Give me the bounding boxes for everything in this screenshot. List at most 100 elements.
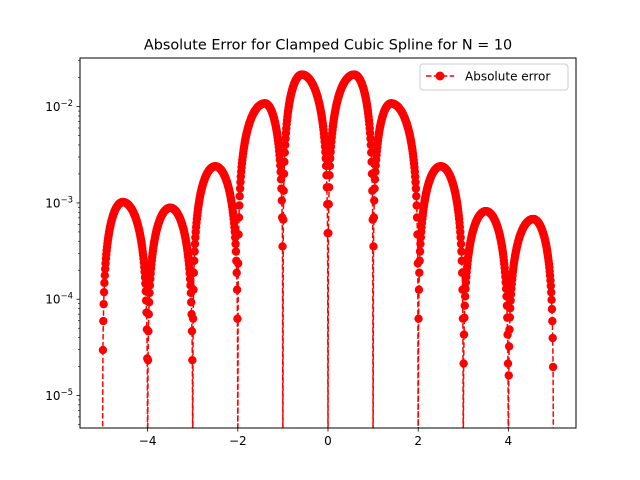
data-point [99, 287, 109, 297]
data-point [414, 314, 423, 323]
y-tick-label: 10−3 [45, 195, 73, 210]
data-point [459, 330, 469, 339]
data-point [505, 313, 515, 322]
data-point [280, 140, 290, 150]
plot-area [98, 70, 558, 428]
data-point [279, 186, 288, 195]
data-point [325, 171, 334, 180]
data-point [506, 303, 515, 313]
data-point [99, 316, 108, 326]
data-point [459, 359, 468, 368]
data-point [411, 177, 420, 187]
data-point [235, 191, 244, 201]
data-point [231, 247, 241, 256]
data-point [325, 161, 335, 171]
data-point [415, 268, 424, 277]
data-point [546, 281, 556, 291]
data-point [144, 326, 153, 336]
series-absolute-error [98, 70, 558, 428]
data-point [366, 140, 376, 150]
data-point [370, 184, 379, 193]
data-point [145, 288, 154, 298]
data-point [548, 362, 558, 372]
data-point [461, 284, 470, 294]
data-point [415, 247, 425, 256]
data-point [370, 196, 379, 205]
data-point [232, 268, 241, 277]
data-point [503, 359, 513, 368]
chart-title: Absolute Error for Clamped Cubic Spline … [144, 38, 512, 54]
data-point [188, 355, 197, 365]
data-point [548, 333, 557, 343]
x-tick-label: −4 [139, 434, 157, 448]
data-point [233, 314, 242, 323]
data-point [504, 342, 514, 351]
data-point [100, 271, 110, 280]
data-point [190, 256, 199, 265]
x-tick-label: −2 [229, 434, 247, 448]
y-tick-label: 10−2 [45, 99, 73, 114]
data-point [187, 326, 197, 336]
data-point [416, 239, 425, 249]
x-axis: −4 −2 0 2 4 [139, 428, 512, 448]
data-point [547, 288, 556, 297]
data-point [371, 167, 380, 176]
data-point [145, 281, 155, 290]
data-point [233, 259, 243, 268]
data-point [414, 285, 424, 294]
data-point [189, 285, 198, 294]
data-point [187, 298, 196, 307]
data-point [189, 268, 199, 277]
x-tick-label: 0 [324, 434, 332, 448]
data-point [99, 299, 108, 309]
data-point [412, 201, 421, 210]
legend: Absolute error [419, 63, 569, 91]
data-point [185, 274, 195, 284]
data-point [548, 316, 557, 326]
data-point [506, 296, 515, 305]
data-point [415, 256, 424, 265]
data-point [232, 285, 242, 294]
data-point [456, 239, 466, 249]
data-point [279, 215, 288, 224]
x-tick-label: 2 [414, 434, 422, 448]
data-point [278, 242, 287, 251]
x-tick-label: 4 [505, 434, 513, 448]
data-point [370, 175, 380, 184]
data-point [98, 345, 108, 355]
data-point [235, 184, 245, 193]
data-point [369, 242, 378, 251]
data-point [504, 371, 513, 380]
legend-label: Absolute error [465, 70, 550, 84]
data-point [411, 184, 421, 193]
data-point [366, 134, 375, 143]
data-point [143, 355, 153, 365]
legend-marker [435, 71, 445, 81]
data-point [234, 230, 243, 239]
data-point [324, 228, 333, 238]
data-point [460, 313, 469, 322]
y-tick-label: 10−4 [45, 292, 73, 307]
data-point [188, 314, 198, 323]
y-axis: 10−5 10−4 10−3 10−2 [45, 60, 80, 425]
data-point [547, 304, 557, 314]
data-point [324, 183, 334, 192]
data-point [460, 301, 469, 310]
data-point [190, 239, 200, 249]
data-point [144, 310, 153, 319]
data-point [280, 157, 289, 167]
data-point [144, 298, 154, 307]
data-point [369, 213, 379, 222]
legend-box [419, 63, 569, 91]
data-point [190, 247, 199, 256]
data-point [412, 191, 421, 201]
y-tick-label: 10−5 [45, 388, 73, 403]
data-point [547, 295, 556, 305]
data-point [457, 247, 466, 256]
data-point [234, 213, 244, 222]
data-point [100, 278, 109, 288]
data-point [324, 200, 333, 209]
data-point [279, 169, 289, 178]
data-point [235, 201, 244, 210]
